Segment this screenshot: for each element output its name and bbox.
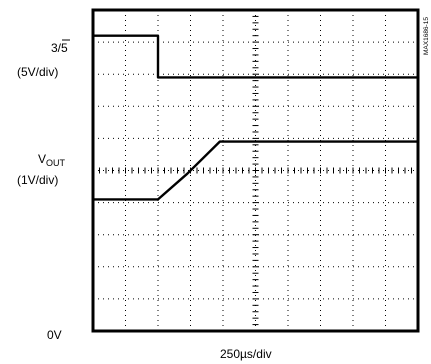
- ch1-scale-label: (5V/div): [17, 65, 58, 79]
- trace-3-5: [93, 34, 418, 79]
- graticule: [92, 9, 419, 332]
- ch2-label-main: V: [38, 152, 46, 166]
- trace-vout: [93, 140, 418, 201]
- ch1-label: 3/5: [51, 41, 68, 55]
- ch2-scale-label: (1V/div): [17, 173, 58, 187]
- traces: [93, 34, 418, 201]
- plot-frame: [91, 8, 420, 333]
- ch2-label: VOUT: [38, 152, 66, 168]
- x-scale-label: 250µs/div: [220, 347, 272, 361]
- ch2-label-subscript: OUT: [46, 158, 66, 168]
- ground-label: 0V: [47, 328, 62, 342]
- figure-id: MAX1686-15: [423, 17, 430, 55]
